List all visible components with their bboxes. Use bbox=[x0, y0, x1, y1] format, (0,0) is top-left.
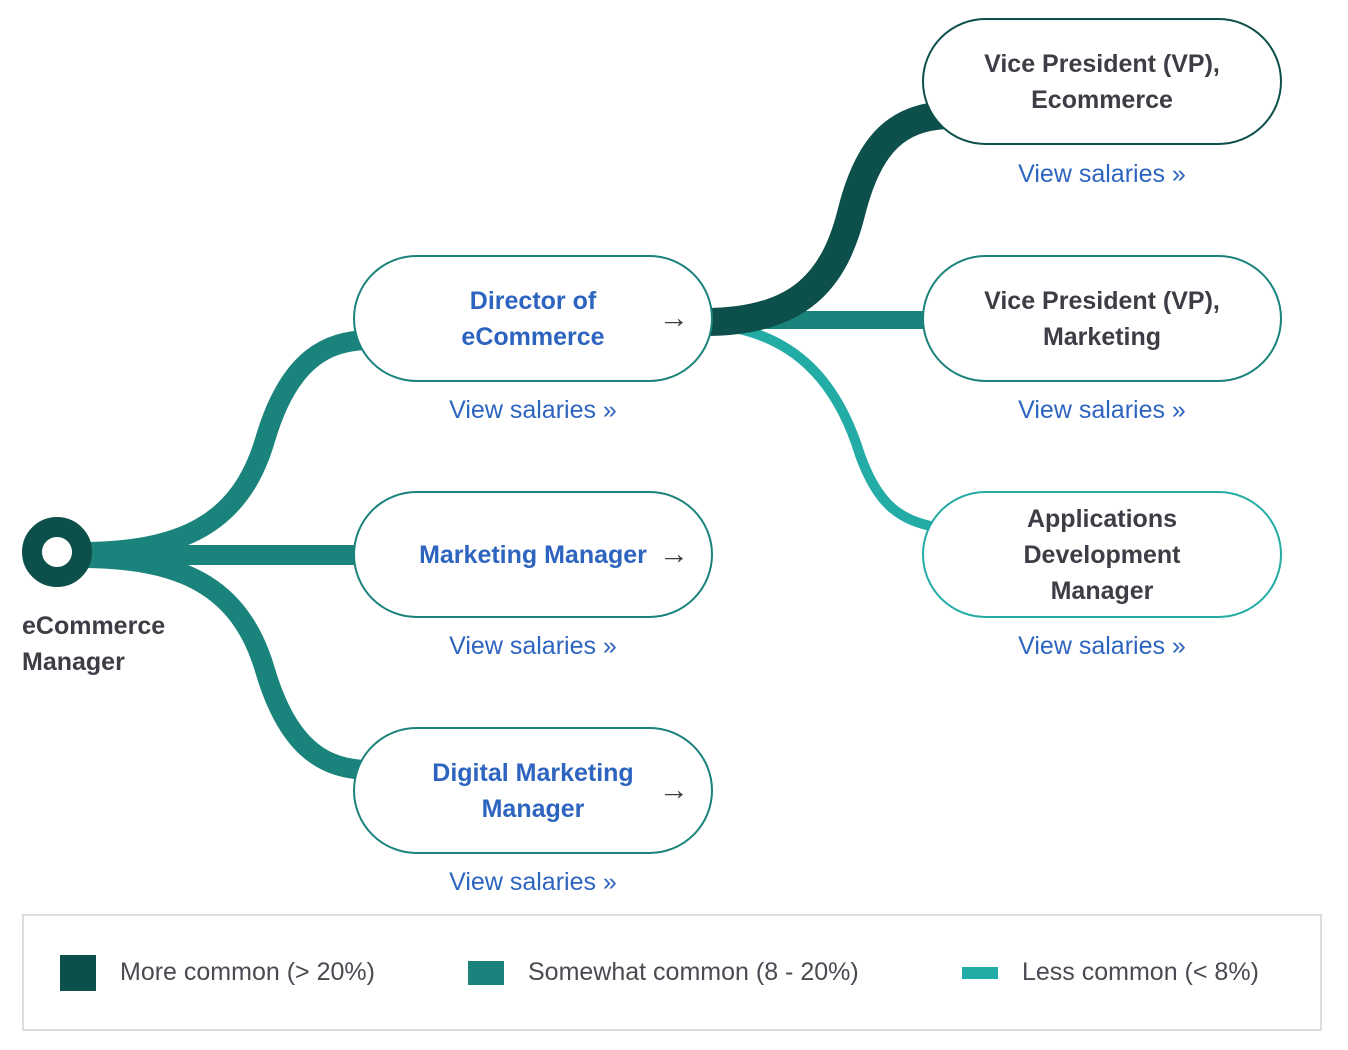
connector-to-director bbox=[79, 330, 366, 562]
root-job-title: eCommerce Manager bbox=[22, 612, 166, 676]
connector-to-vp-ecommerce bbox=[704, 101, 947, 336]
node-vp-marketing: Vice President (VP), Marketing bbox=[922, 255, 1282, 382]
node-title: Vice President (VP), Ecommerce bbox=[984, 49, 1220, 114]
connector-to-digital-marketing bbox=[79, 548, 366, 780]
node-marketing-manager[interactable]: Marketing Manager → bbox=[353, 491, 713, 618]
legend-label: Somewhat common (8 - 20%) bbox=[528, 958, 859, 986]
node-vp-ecommerce: Vice President (VP), Ecommerce bbox=[922, 18, 1282, 145]
legend-label: More common (> 20%) bbox=[120, 958, 375, 986]
arrow-right-icon[interactable]: → bbox=[659, 772, 689, 806]
legend-item-less-common: Less common (< 8%) bbox=[962, 916, 1259, 1029]
arrow-right-icon[interactable]: → bbox=[659, 536, 689, 570]
node-director-ecommerce[interactable]: Director of eCommerce → bbox=[353, 255, 713, 382]
node-title[interactable]: Director of eCommerce bbox=[461, 286, 605, 351]
legend: More common (> 20%) Somewhat common (8 -… bbox=[22, 914, 1322, 1031]
node-title: Applications Development Manager bbox=[1023, 504, 1181, 605]
legend-item-somewhat-common: Somewhat common (8 - 20%) bbox=[468, 916, 859, 1029]
arrow-right-icon[interactable]: → bbox=[659, 300, 689, 334]
legend-swatch-icon bbox=[962, 966, 998, 979]
view-salaries-link[interactable]: View salaries » bbox=[449, 396, 617, 424]
node-applications-development-manager: Applications Development Manager bbox=[922, 491, 1282, 618]
view-salaries-link[interactable]: View salaries » bbox=[1018, 160, 1186, 188]
legend-label: Less common (< 8%) bbox=[1022, 958, 1259, 986]
view-salaries-link[interactable]: View salaries » bbox=[449, 632, 617, 660]
node-title[interactable]: Marketing Manager bbox=[419, 540, 647, 569]
view-salaries-link[interactable]: View salaries » bbox=[1018, 632, 1186, 660]
connector-to-apps-dev bbox=[704, 319, 937, 532]
view-salaries-link[interactable]: View salaries » bbox=[449, 868, 617, 896]
node-title: Vice President (VP), Marketing bbox=[984, 286, 1220, 351]
legend-swatch-icon bbox=[60, 954, 96, 991]
root-node-icon bbox=[22, 517, 92, 587]
node-digital-marketing-manager[interactable]: Digital Marketing Manager → bbox=[353, 727, 713, 854]
view-salaries-link[interactable]: View salaries » bbox=[1018, 396, 1186, 424]
legend-item-more-common: More common (> 20%) bbox=[60, 916, 375, 1029]
node-title[interactable]: Digital Marketing Manager bbox=[432, 758, 634, 823]
legend-swatch-icon bbox=[468, 960, 504, 985]
